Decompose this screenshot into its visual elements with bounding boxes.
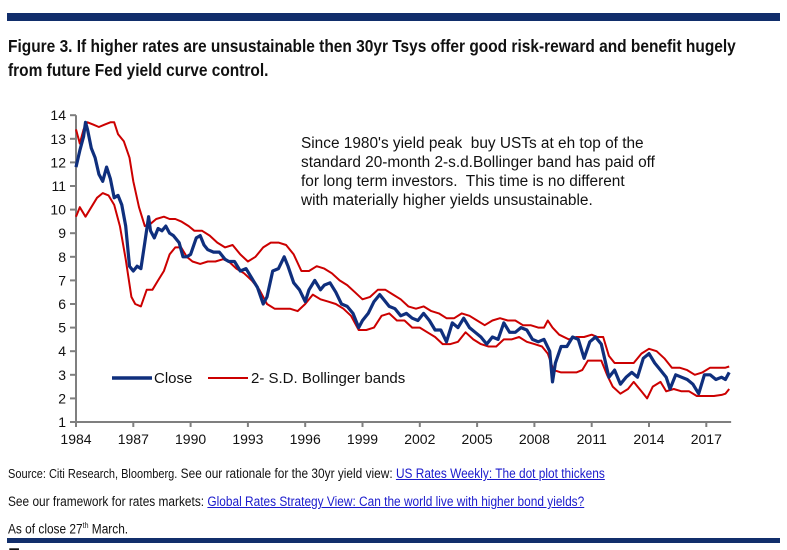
legend-label-close: Close: [154, 370, 192, 387]
framework-note: See our framework for rates markets: Glo…: [8, 494, 584, 509]
y-tick-label: 14: [50, 107, 66, 123]
x-axis: 1984 1987 1990 1993 1996 1999 2002 2005 2008 2011…: [60, 421, 732, 447]
x-tick-label: 2014: [633, 431, 664, 447]
as-of-superscript: th: [82, 521, 89, 530]
x-tick-label: 2008: [519, 431, 550, 447]
series-lines: [74, 120, 731, 400]
x-tick-label: 2017: [691, 431, 722, 447]
top-divider-bar: [7, 13, 780, 21]
y-tick-label: 6: [58, 296, 66, 312]
x-tick-label: 1993: [232, 431, 263, 447]
series-lower-bollinger-band: [75, 192, 730, 400]
annotation-line: Since 1980's yield peak buy USTs at eh t…: [301, 135, 644, 152]
x-tick-label: 1990: [175, 431, 206, 447]
annotation-line: for long term investors. This time is no…: [301, 173, 625, 190]
y-tick-label: 12: [50, 154, 66, 170]
y-tick-label: 11: [51, 178, 66, 194]
as-of-text: As of close 27: [8, 521, 83, 537]
chart-annotation: Since 1980's yield peak buy USTs at eh t…: [301, 134, 655, 210]
bottom-divider-bar: [7, 538, 780, 543]
source-prefix: Source: Citi Research, Bloomberg.: [8, 467, 178, 481]
as-of-note: As of close 27th March.: [8, 521, 128, 537]
y-tick-label: 4: [58, 343, 66, 359]
annotation-line: standard 20-month 2-s.d.Bollinger band h…: [301, 154, 655, 171]
us-rates-weekly-link[interactable]: US Rates Weekly: The dot plot thickens: [395, 466, 605, 481]
y-tick-label: 13: [50, 131, 66, 147]
y-tick-label: 8: [58, 249, 66, 265]
source-note: Source: Citi Research, Bloomberg. See ou…: [8, 466, 605, 481]
series-upper-bollinger-band: [75, 121, 730, 376]
y-tick-label: 3: [58, 367, 66, 383]
legend: Close 2- S.D. Bollinger bands: [112, 370, 405, 387]
x-tick-label: 1996: [290, 431, 321, 447]
y-tick-label: 9: [58, 225, 66, 241]
y-tick-label: 10: [50, 202, 66, 218]
y-tick-label: 5: [58, 320, 66, 336]
next-section-heading-cropped: ■: [8, 544, 208, 550]
x-tick-label: 1984: [60, 431, 91, 447]
as-of-suffix: March.: [88, 521, 129, 537]
y-tick-label: 2: [58, 390, 66, 406]
y-tick-label: 7: [58, 272, 66, 288]
framework-text: See our framework for rates markets:: [8, 494, 208, 509]
y-tick-label: 1: [58, 414, 66, 430]
legend-label-bands: 2- S.D. Bollinger bands: [251, 370, 405, 387]
x-tick-label: 1999: [347, 431, 378, 447]
x-tick-label: 2002: [404, 431, 435, 447]
x-tick-label: 2011: [577, 431, 607, 447]
global-rates-strategy-link[interactable]: Global Rates Strategy View: Can the worl…: [207, 494, 585, 509]
figure-title: Figure 3. If higher rates are unsustaina…: [8, 36, 736, 80]
x-tick-label: 1987: [118, 431, 149, 447]
source-text: See our rationale for the 30yr yield vie…: [177, 466, 396, 481]
annotation-line: with materially higher yields unsustaina…: [301, 192, 593, 209]
x-tick-label: 2005: [462, 431, 493, 447]
series-close: [74, 120, 731, 396]
